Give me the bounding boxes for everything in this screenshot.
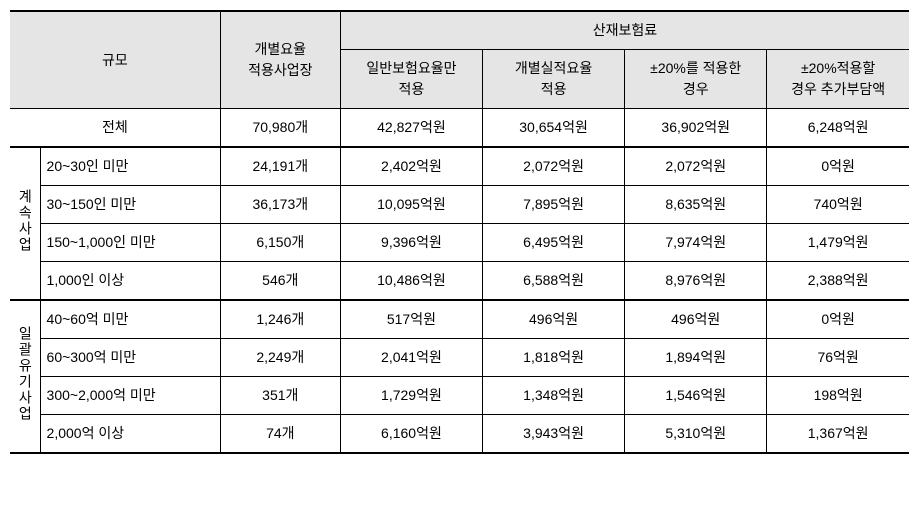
cell-additional: 198억원 (767, 377, 909, 415)
cell-count: 36,173개 (220, 186, 340, 224)
cell-count: 546개 (220, 262, 340, 301)
total-individual: 30,654억원 (483, 109, 625, 148)
total-count: 70,980개 (220, 109, 340, 148)
group1-label: 계속사업 (10, 147, 40, 300)
cell-individual: 3,943억원 (483, 415, 625, 454)
table-row: 30~150인 미만 36,173개 10,095억원 7,895억원 8,63… (10, 186, 909, 224)
header-general-rate: 일반보험요율만적용 (340, 50, 482, 109)
cell-pm20: 1,546억원 (625, 377, 767, 415)
total-additional: 6,248억원 (767, 109, 909, 148)
cell-individual: 1,818억원 (483, 339, 625, 377)
table-row: 2,000억 이상 74개 6,160억원 3,943억원 5,310억원 1,… (10, 415, 909, 454)
cell-scale: 1,000인 이상 (40, 262, 220, 301)
table-row: 계속사업 20~30인 미만 24,191개 2,402억원 2,072억원 2… (10, 147, 909, 186)
cell-count: 2,249개 (220, 339, 340, 377)
cell-individual: 6,588억원 (483, 262, 625, 301)
table-row: 60~300억 미만 2,249개 2,041억원 1,818억원 1,894억… (10, 339, 909, 377)
table-row: 300~2,000억 미만 351개 1,729억원 1,348억원 1,546… (10, 377, 909, 415)
cell-scale: 40~60억 미만 (40, 300, 220, 339)
cell-scale: 300~2,000억 미만 (40, 377, 220, 415)
cell-individual: 496억원 (483, 300, 625, 339)
header-individual-rate: 개별실적요율적용 (483, 50, 625, 109)
table-row: 일괄유기사업 40~60억 미만 1,246개 517억원 496억원 496억… (10, 300, 909, 339)
cell-general: 10,095억원 (340, 186, 482, 224)
total-general: 42,827억원 (340, 109, 482, 148)
cell-pm20: 7,974억원 (625, 224, 767, 262)
cell-count: 74개 (220, 415, 340, 454)
header-insurance-premium: 산재보험료 (340, 11, 909, 50)
header-pm20: ±20%를 적용한경우 (625, 50, 767, 109)
table-row: 150~1,000인 미만 6,150개 9,396억원 6,495억원 7,9… (10, 224, 909, 262)
total-label: 전체 (10, 109, 220, 148)
cell-pm20: 8,635억원 (625, 186, 767, 224)
cell-pm20: 1,894억원 (625, 339, 767, 377)
cell-additional: 0억원 (767, 147, 909, 186)
cell-additional: 76억원 (767, 339, 909, 377)
cell-additional: 2,388억원 (767, 262, 909, 301)
cell-general: 517억원 (340, 300, 482, 339)
group2-label: 일괄유기사업 (10, 300, 40, 453)
cell-scale: 2,000억 이상 (40, 415, 220, 454)
cell-general: 2,041억원 (340, 339, 482, 377)
header-scale: 규모 (10, 11, 220, 109)
cell-additional: 740억원 (767, 186, 909, 224)
cell-pm20: 496억원 (625, 300, 767, 339)
table-row: 1,000인 이상 546개 10,486억원 6,588억원 8,976억원 … (10, 262, 909, 301)
cell-scale: 150~1,000인 미만 (40, 224, 220, 262)
header-row-1: 규모 개별요율적용사업장 산재보험료 (10, 11, 909, 50)
cell-general: 2,402억원 (340, 147, 482, 186)
cell-additional: 1,367억원 (767, 415, 909, 454)
total-pm20: 36,902억원 (625, 109, 767, 148)
cell-pm20: 8,976억원 (625, 262, 767, 301)
cell-count: 6,150개 (220, 224, 340, 262)
cell-count: 24,191개 (220, 147, 340, 186)
cell-general: 10,486억원 (340, 262, 482, 301)
cell-scale: 20~30인 미만 (40, 147, 220, 186)
cell-scale: 30~150인 미만 (40, 186, 220, 224)
total-row: 전체 70,980개 42,827억원 30,654억원 36,902억원 6,… (10, 109, 909, 148)
cell-individual: 1,348억원 (483, 377, 625, 415)
header-applied-workplaces: 개별요율적용사업장 (220, 11, 340, 109)
cell-general: 6,160억원 (340, 415, 482, 454)
cell-pm20: 2,072억원 (625, 147, 767, 186)
cell-additional: 1,479억원 (767, 224, 909, 262)
header-additional: ±20%적용할경우 추가부담액 (767, 50, 909, 109)
cell-individual: 6,495억원 (483, 224, 625, 262)
cell-scale: 60~300억 미만 (40, 339, 220, 377)
cell-general: 1,729억원 (340, 377, 482, 415)
cell-count: 351개 (220, 377, 340, 415)
cell-individual: 2,072억원 (483, 147, 625, 186)
insurance-table: 규모 개별요율적용사업장 산재보험료 일반보험요율만적용 개별실적요율적용 ±2… (10, 10, 909, 454)
cell-count: 1,246개 (220, 300, 340, 339)
cell-pm20: 5,310억원 (625, 415, 767, 454)
cell-additional: 0억원 (767, 300, 909, 339)
cell-individual: 7,895억원 (483, 186, 625, 224)
cell-general: 9,396억원 (340, 224, 482, 262)
